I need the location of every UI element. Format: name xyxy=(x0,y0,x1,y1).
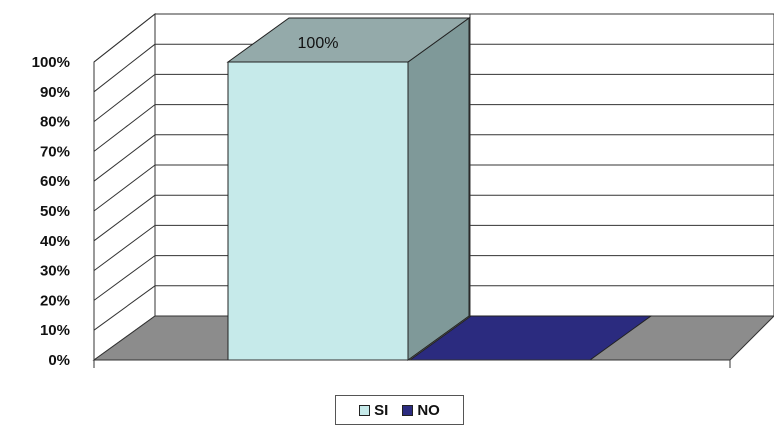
y-tick-label: 10% xyxy=(40,322,70,339)
gridline-side xyxy=(93,43,156,93)
gridline-side xyxy=(93,104,156,152)
gridline-side xyxy=(93,194,156,242)
gridline-side xyxy=(93,164,156,212)
gridline-side xyxy=(93,13,156,63)
legend-swatch-si xyxy=(359,404,371,416)
y-tick-label: 50% xyxy=(40,203,70,220)
gridline-side xyxy=(93,74,156,122)
legend-swatch-no xyxy=(402,404,414,416)
legend-item-no: NO xyxy=(402,402,440,419)
legend-item-si: SI xyxy=(359,402,388,419)
legend-label-no: NO xyxy=(417,401,440,419)
gridline-side xyxy=(93,224,156,272)
gridline-side xyxy=(93,285,156,331)
y-tick-label: 90% xyxy=(40,84,70,101)
gridline-side xyxy=(93,255,156,301)
y-tick-label: 80% xyxy=(40,114,70,131)
legend: SI NO xyxy=(335,395,464,425)
legend-label-si: SI xyxy=(374,401,389,419)
y-tick-label: 70% xyxy=(40,143,70,160)
y-tick-label: 40% xyxy=(40,233,70,250)
y-tick-label: 20% xyxy=(40,292,70,309)
y-axis-ticks: 0% 10% 20% 30% 40% 50% 60% 70% 80% 90% 100% xyxy=(32,54,731,369)
y-tick-label: 60% xyxy=(40,173,70,190)
chart-data-labels: 100% xyxy=(298,35,339,52)
y-tick-label: 0% xyxy=(48,352,70,369)
y-tick-label: 30% xyxy=(40,263,70,280)
y-tick-label: 100% xyxy=(32,54,70,71)
gridline-side xyxy=(93,134,156,182)
data-label-si: 100% xyxy=(298,35,339,52)
bar-si-side xyxy=(407,17,470,361)
bar-si xyxy=(227,61,409,361)
